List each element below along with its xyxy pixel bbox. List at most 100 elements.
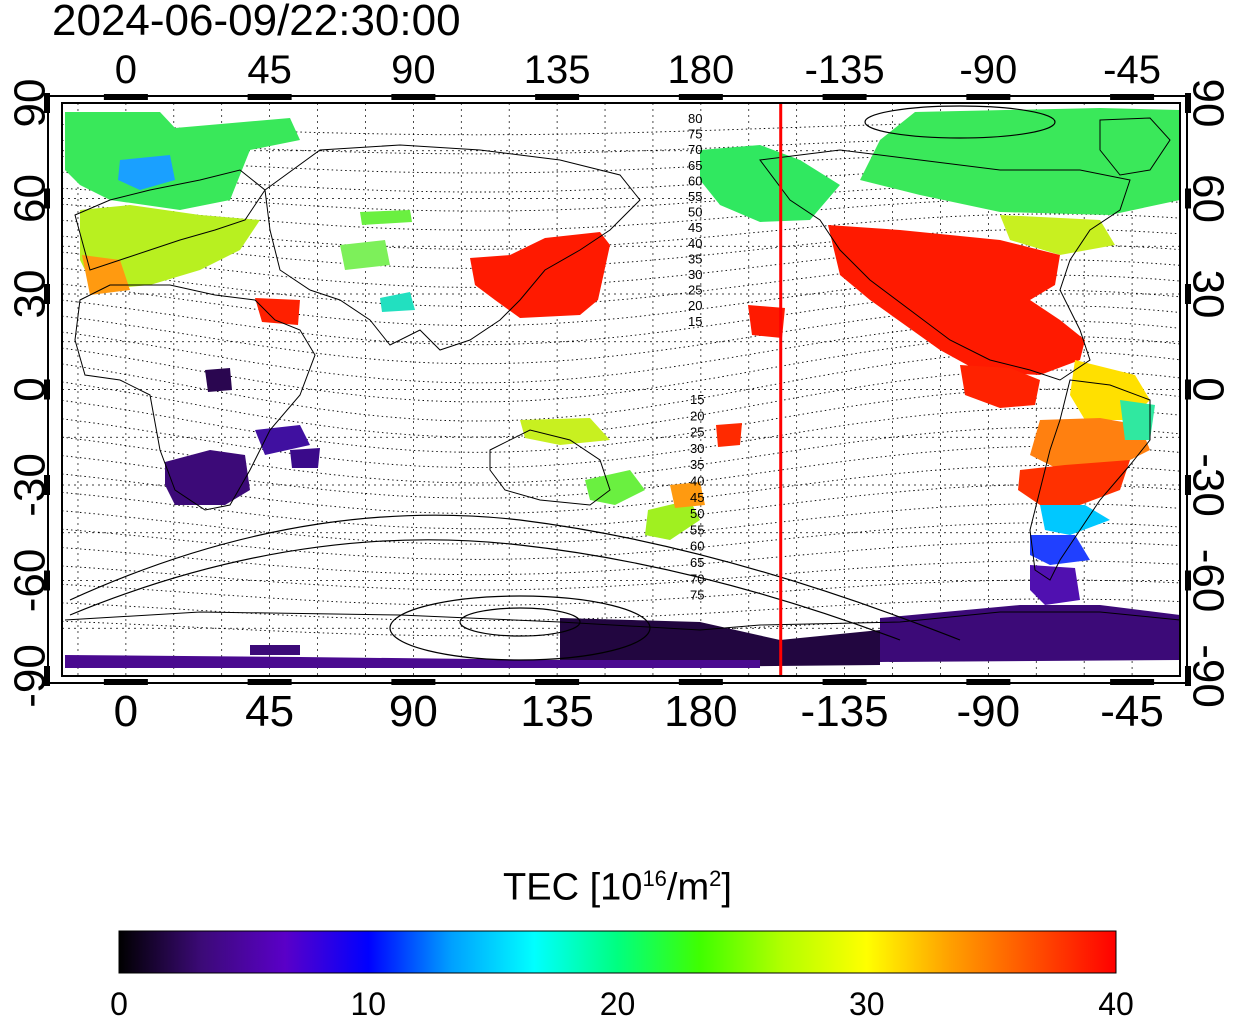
coast-europe (74, 169, 266, 271)
contour-label-south: 40 (690, 474, 704, 489)
frame-tick-top (678, 94, 723, 100)
tec-region-central-asia (340, 240, 390, 270)
frame-tick-top (103, 94, 148, 100)
tec-region-canada-yellow (1000, 215, 1115, 255)
frame-tick-bottom (678, 679, 723, 685)
lon-tick-top: 90 (391, 48, 436, 92)
frame-tick-bottom (247, 679, 292, 685)
contour-label-north: 75 (688, 127, 702, 142)
contour-labels: 8075706560555045403530252015152025303540… (688, 111, 704, 603)
lon-tick-top: 135 (524, 48, 591, 92)
contour-ring-outer (69, 539, 901, 641)
tec-region-africa-scatter-3 (290, 448, 320, 468)
frame-tick-right (1185, 93, 1191, 113)
colorbar-title: TEC [1016/m2] (0, 866, 1235, 910)
contour-label-north: 30 (688, 267, 702, 282)
lat-tick-right: -90 (1183, 644, 1232, 708)
contour-label-south: 75 (690, 588, 704, 603)
tec-region-east-asia (470, 232, 610, 318)
contour-label-north: 45 (688, 220, 702, 235)
tec-region-africa-scatter-1 (205, 368, 232, 392)
coastlines (64, 117, 1180, 631)
frame-tick-top (966, 94, 1011, 100)
tec-region-antarctica-mid (250, 645, 300, 655)
contour-label-north: 60 (688, 173, 702, 188)
frame-tick-left (44, 570, 50, 591)
lat-tick-left: 90 (6, 79, 55, 128)
map-timestamp: 2024-06-09/22:30:00 (52, 0, 461, 45)
lon-tick-top: -90 (959, 48, 1017, 92)
frame-tick-right (1185, 379, 1191, 400)
coast-australia (489, 429, 611, 506)
tec-region-antarctica-east (560, 618, 880, 668)
frame-tick-bottom (1110, 679, 1155, 685)
contour-label-north: 50 (688, 205, 702, 220)
tec-region-scandinavia-blue (118, 155, 175, 190)
contour-label-north: 35 (688, 251, 702, 266)
tec-region-pacific-red-2 (716, 423, 742, 447)
coast-antarctica (64, 611, 1180, 631)
colorbar-tick-label: 20 (599, 986, 636, 1022)
lon-tick-bottom: 135 (520, 687, 593, 736)
colorbar (118, 930, 1117, 974)
frame-tick-bottom (822, 679, 867, 685)
colorbar-tick-label: 0 (110, 986, 128, 1022)
colorbar-title-unit: /m (666, 866, 710, 909)
contour-label-south: 15 (690, 392, 704, 407)
lon-tick-bottom: 45 (245, 687, 294, 736)
lat-tick-right: 0 (1183, 377, 1232, 401)
frame-tick-bottom (391, 679, 436, 685)
contour-ring-inner (459, 607, 581, 637)
tec-region-north-america (828, 225, 1085, 375)
coast-south-america (1029, 379, 1151, 581)
frame-tick-bottom (535, 679, 580, 685)
contour-label-north: 25 (688, 283, 702, 298)
contour-label-south: 65 (690, 555, 704, 570)
lon-tick-top: 180 (667, 48, 734, 92)
south-magnetic-contours (69, 105, 1056, 661)
frame-tick-top (822, 94, 867, 100)
contour-label-south: 35 (690, 457, 704, 472)
colorbar-tick-label: 10 (350, 986, 387, 1022)
frame-tick-left (44, 379, 50, 400)
lat-tick-right: 90 (1183, 79, 1232, 128)
contour-label-north: 20 (688, 298, 702, 313)
frame-tick-bottom (103, 679, 148, 685)
coast-greenland (1099, 117, 1171, 176)
frame-tick-right (1185, 188, 1191, 209)
frame-tick-right (1185, 284, 1191, 304)
frame-tick-right (1185, 475, 1191, 495)
frame-tick-top (1110, 94, 1155, 100)
contour-line (62, 388, 1180, 453)
frame-tick-left (44, 93, 50, 113)
lat-tick-left: 30 (6, 270, 55, 319)
tec-region-indonesia (520, 418, 610, 445)
frame-tick-top (247, 94, 292, 100)
contour-line (62, 598, 1180, 622)
lat-tick-left: -60 (6, 549, 55, 613)
contour-line (62, 464, 1180, 514)
colorbar-title-base: TEC [10 (503, 866, 643, 909)
tec-region-pacific-red (748, 305, 785, 338)
contour-label-north: 65 (688, 158, 702, 173)
tec-region-nz-orange (670, 482, 705, 508)
lat-tick-left: -30 (6, 453, 55, 517)
tec-region-sa-teal (1040, 505, 1110, 535)
tec-region-india-teal (380, 292, 415, 312)
contour-label-south: 55 (690, 522, 704, 537)
contour-label-north: 15 (688, 314, 702, 329)
colorbar-tick-label: 40 (1098, 986, 1134, 1022)
contour-line (62, 579, 1180, 606)
lon-tick-top: -45 (1103, 48, 1161, 92)
tec-region-sa-blue (1030, 535, 1090, 565)
plot-frame (61, 102, 1181, 677)
frame-tick-right (1185, 666, 1191, 686)
lon-tick-bottom: 180 (664, 687, 737, 736)
axis-labels: 0045459090135135180180-135-135-90-90-45-… (6, 48, 1233, 736)
contour-label-south: 60 (690, 539, 704, 554)
frame-tick-left (44, 666, 50, 686)
colorbar-title-close: ] (721, 866, 732, 909)
contour-line (62, 335, 1180, 403)
contour-label-north: 40 (688, 236, 702, 251)
